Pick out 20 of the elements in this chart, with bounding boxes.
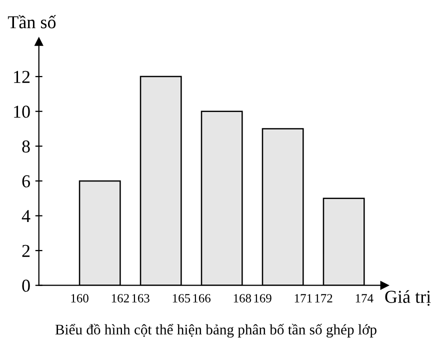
y-tick-label: 12 bbox=[14, 70, 30, 83]
x-tick-label: 169 bbox=[254, 294, 272, 302]
x-tick-label: 174 bbox=[356, 294, 374, 302]
x-tick-label: 166 bbox=[193, 294, 211, 302]
text: Biểu đồ hình cột thể hiện bảng phân bố tần số ghép lớp bbox=[55, 324, 376, 338]
x-tick-label: 168 bbox=[234, 294, 252, 302]
y-axis-title: Tần số bbox=[8, 15, 56, 28]
x-tick-label: 162 bbox=[112, 294, 129, 302]
y-tick-label: 10 bbox=[14, 106, 30, 118]
y-tick-label: 4 bbox=[22, 210, 30, 222]
x-tick-label: 163 bbox=[132, 294, 150, 302]
x-tick-label: 165 bbox=[172, 294, 190, 302]
x-tick-label: 171 bbox=[294, 294, 312, 302]
x-tick-label: 160 bbox=[71, 294, 88, 302]
y-tick-label: 8 bbox=[22, 140, 30, 153]
y-tick-label: 2 bbox=[22, 244, 30, 257]
x-axis-title: Giá trị bbox=[385, 290, 431, 306]
y-tick-label: 6 bbox=[22, 175, 30, 188]
y-tick-label: 0 bbox=[22, 280, 30, 292]
x-tick-label: 172 bbox=[315, 294, 332, 302]
